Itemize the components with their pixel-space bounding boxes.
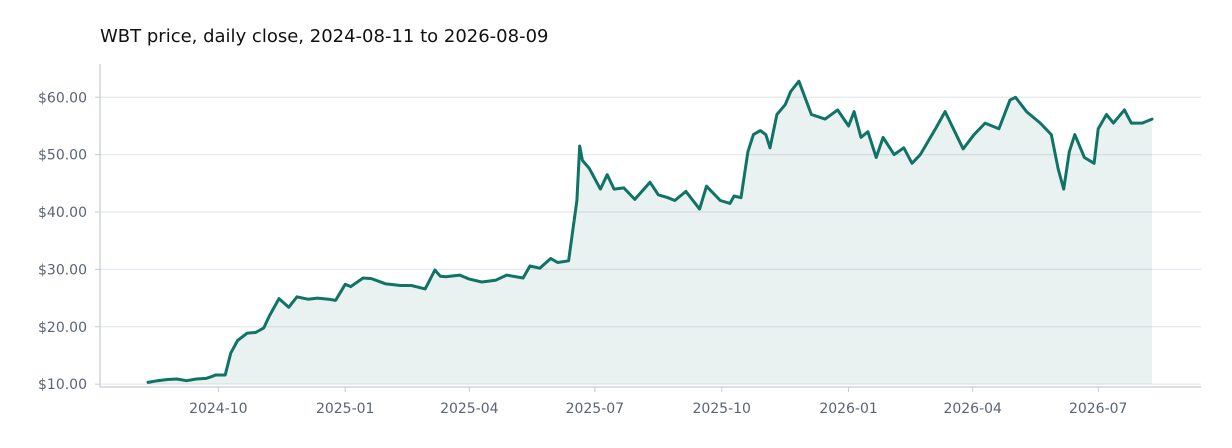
x-tick-label: 2025-10 bbox=[692, 401, 751, 417]
x-tick-label: 2025-07 bbox=[566, 401, 625, 417]
y-tick-label: $20.00 bbox=[38, 320, 87, 336]
y-tick-label: $10.00 bbox=[38, 377, 87, 393]
series-line bbox=[146, 79, 1154, 384]
chart-title: WBT price, daily close, 2024-08-11 to 20… bbox=[100, 26, 549, 47]
x-tick-label: 2026-07 bbox=[1069, 401, 1128, 417]
x-tick-label: 2025-01 bbox=[316, 401, 375, 417]
y-tick-label: $50.00 bbox=[38, 148, 87, 164]
y-tick-label: $60.00 bbox=[38, 90, 87, 106]
y-tick-label: $30.00 bbox=[38, 262, 87, 278]
y-tick-label: $40.00 bbox=[38, 205, 87, 221]
series-area bbox=[148, 81, 1152, 385]
x-tick-label: 2025-04 bbox=[440, 401, 499, 417]
x-tick-label: 2024-10 bbox=[189, 401, 248, 417]
x-tick-label: 2026-04 bbox=[943, 401, 1002, 417]
x-tick-label: 2026-01 bbox=[819, 401, 878, 417]
